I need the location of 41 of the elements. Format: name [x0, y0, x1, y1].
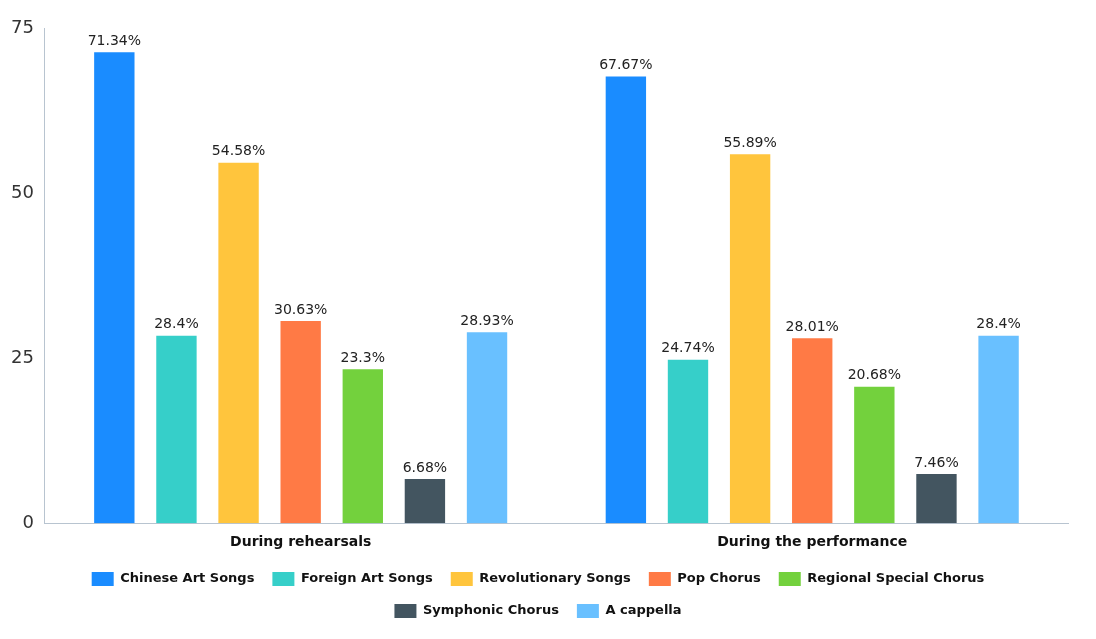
data-label: 28.4%: [154, 315, 199, 332]
data-label: 71.34%: [87, 31, 142, 48]
legend-label: Symphonic Chorus: [422, 602, 560, 618]
bar: [729, 154, 771, 524]
data-label: 28.01%: [785, 317, 839, 334]
legend-label: Revolutionary Songs: [479, 570, 632, 586]
bar: [218, 162, 259, 524]
bar: [605, 76, 647, 524]
x-tick-label: During the performance: [717, 533, 908, 550]
data-label: 55.89%: [723, 133, 777, 150]
data-label: 6.68%: [402, 458, 448, 475]
data-label: 30.63%: [273, 300, 328, 317]
bar: [667, 359, 709, 524]
bar: [280, 320, 321, 524]
bar: [978, 335, 1019, 524]
bar: [466, 332, 508, 524]
bar: [854, 386, 895, 524]
x-tick-label: During rehearsals: [230, 533, 372, 550]
legend-label: Pop Chorus: [677, 570, 762, 586]
bar: [916, 473, 957, 524]
y-tick-label: 50: [11, 180, 34, 202]
y-tick-label: 25: [11, 345, 34, 367]
data-label: 54.58%: [211, 142, 266, 159]
legend-label: Chinese Art Songs: [120, 570, 255, 586]
bar: [342, 369, 383, 524]
bar: [156, 335, 197, 524]
bar: [404, 479, 446, 524]
data-label: 28.93%: [460, 311, 514, 328]
data-label: 24.74%: [661, 339, 715, 356]
data-label: 7.46%: [914, 453, 959, 470]
legend-label: A cappella: [605, 602, 682, 618]
bar: [94, 52, 135, 524]
data-label: 28.4%: [976, 315, 1021, 332]
y-tick-label: 75: [11, 15, 34, 37]
y-tick-label: 0: [22, 510, 34, 532]
data-label: 20.68%: [847, 366, 902, 383]
legend-label: Foreign Art Songs: [300, 570, 434, 586]
data-label: 23.3%: [340, 349, 386, 365]
data-label: 67.67%: [599, 56, 653, 73]
bar: [792, 338, 833, 524]
legend-label: Regional Special Chorus: [807, 570, 985, 586]
